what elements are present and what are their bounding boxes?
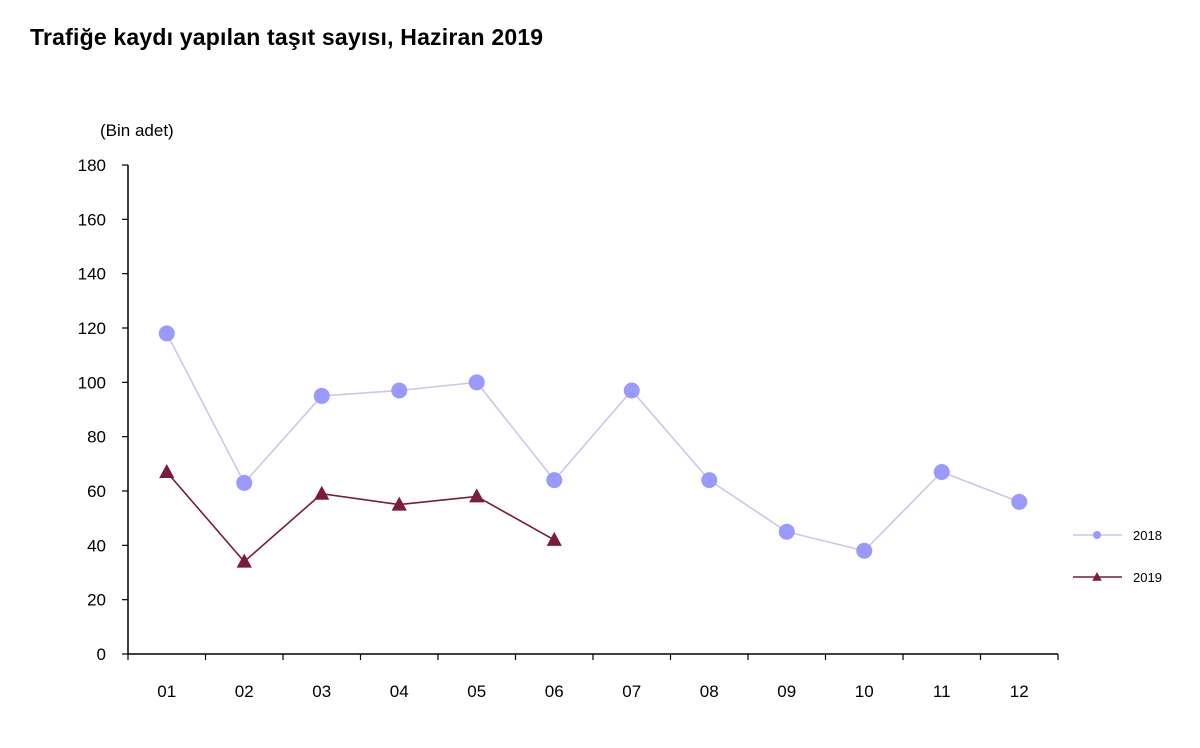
y-tick-label: 180 (78, 156, 106, 175)
data-point-2018 (468, 374, 485, 391)
legend-item-2019: 2019 (1073, 570, 1162, 585)
x-tick-label: 10 (855, 682, 874, 701)
x-tick-label: 09 (777, 682, 796, 701)
x-tick-label: 04 (390, 682, 409, 701)
data-point-2018 (313, 387, 330, 404)
legend: 2018 2019 (1073, 528, 1162, 585)
x-tick-label: 12 (1010, 682, 1029, 701)
chart-title: Trafiğe kaydı yapılan taşıt sayısı, Hazi… (30, 24, 544, 50)
y-tick-label: 140 (78, 265, 106, 284)
x-tick-label: 05 (467, 682, 486, 701)
y-tick-label: 60 (87, 482, 106, 501)
series-2018 (158, 325, 1028, 559)
data-point-2019 (314, 485, 330, 500)
data-point-2019 (546, 531, 562, 546)
y-tick-label: 100 (78, 373, 106, 392)
data-point-2019 (391, 496, 407, 511)
y-tick-label: 80 (87, 428, 106, 447)
axes: 0 20 40 60 80 100 120 140 160 180 01 02 03 04 05 06 07 08… (78, 156, 1059, 701)
x-tick-label: 11 (933, 682, 951, 701)
data-point-2018 (391, 382, 408, 399)
x-tick-label: 02 (235, 682, 254, 701)
legend-label: 2018 (1133, 528, 1162, 543)
series-line-2018 (166, 333, 1020, 552)
series-line-2019 (166, 471, 555, 563)
data-point-2019 (159, 463, 175, 478)
x-tick-label: 01 (157, 682, 176, 701)
data-point-2019 (236, 553, 252, 568)
x-tick-label: 07 (622, 682, 641, 701)
y-tick-label: 20 (87, 591, 106, 610)
data-point-2018 (236, 474, 253, 491)
x-tick-label: 08 (700, 682, 719, 701)
y-tick-label: 120 (78, 319, 106, 338)
legend-label: 2019 (1133, 570, 1162, 585)
data-point-2019 (469, 488, 485, 503)
y-axis-unit-label: (Bin adet) (100, 121, 174, 140)
data-point-2018 (856, 542, 873, 559)
data-point-2018 (701, 472, 718, 489)
data-point-2018 (546, 472, 563, 489)
series-layer (158, 325, 1028, 568)
legend-item-2018: 2018 (1073, 528, 1162, 543)
data-point-2018 (158, 325, 175, 342)
series-2019 (159, 463, 562, 568)
y-tick-label: 160 (78, 210, 106, 229)
y-tick-label: 40 (87, 536, 106, 555)
data-point-2018 (1011, 493, 1028, 510)
y-tick-label: 0 (97, 645, 106, 664)
data-point-2018 (933, 463, 950, 480)
x-tick-label: 06 (545, 682, 564, 701)
legend-marker (1092, 572, 1102, 581)
legend-marker (1093, 531, 1101, 539)
data-point-2018 (778, 523, 795, 540)
data-point-2018 (623, 382, 640, 399)
x-tick-label: 03 (312, 682, 331, 701)
